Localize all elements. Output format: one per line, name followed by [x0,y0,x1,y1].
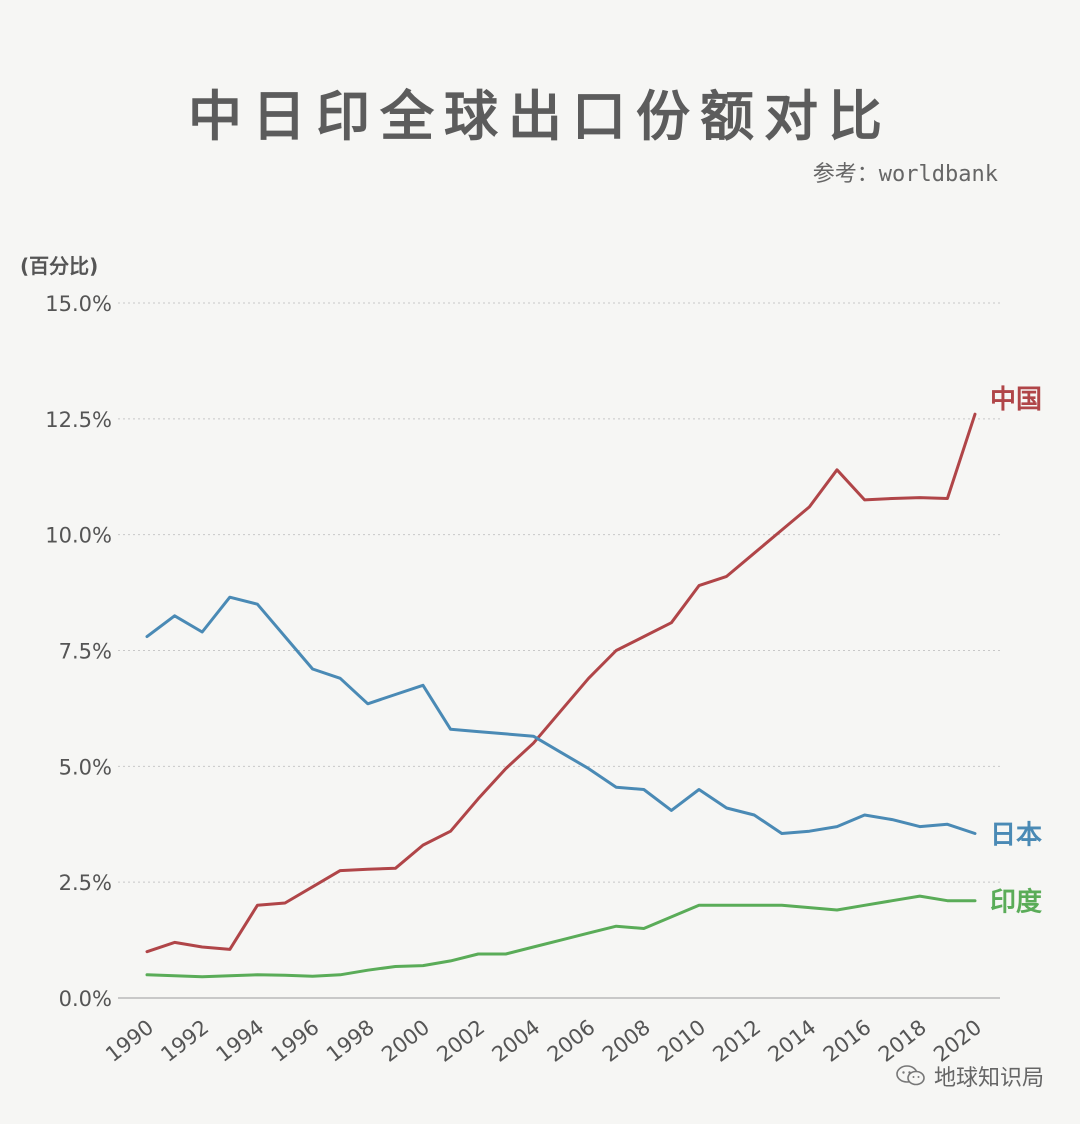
y-tick-label: 10.0% [45,524,112,548]
series-line-india [145,894,977,979]
x-tick-label: 1998 [322,1015,379,1067]
x-tick-label: 2016 [819,1015,876,1067]
x-tick-label: 2008 [598,1015,655,1067]
x-tick-label: 1996 [267,1015,324,1067]
y-tick-label: 7.5% [59,640,112,664]
x-tick-label: 2006 [543,1015,600,1067]
series-line-japan [145,595,977,835]
watermark: 地球知识局 [896,1060,1044,1092]
x-tick-label: 2014 [764,1015,821,1067]
x-tick-label: 1990 [101,1015,158,1067]
series-label-japan: 日本 [990,821,1042,851]
y-tick-label: 15.0% [45,292,112,316]
series-label-china: 中国 [990,385,1042,415]
y-tick-label: 5.0% [59,755,112,779]
chart-title: 中日印全球出口份额对比 [188,85,892,148]
series-line-china [145,412,977,954]
y-tick-label: 0.0% [59,987,112,1011]
series-label-india: 印度 [990,887,1042,918]
x-tick-label: 2004 [488,1015,545,1067]
y-tick-label: 12.5% [45,408,112,432]
y-axis-label: (百分比) [20,254,99,278]
x-tick-label: 2000 [377,1015,434,1067]
x-tick-label: 1992 [156,1015,213,1067]
source-note: 参考：worldbank [812,162,998,187]
x-tick-label: 2002 [432,1015,489,1067]
watermark-text: 地球知识局 [933,1066,1044,1091]
x-tick-label: 1994 [212,1015,269,1067]
y-tick-label: 2.5% [59,871,112,895]
wechat-icon [896,1065,926,1087]
x-tick-label: 2010 [653,1015,710,1067]
x-tick-label: 2012 [708,1015,765,1067]
